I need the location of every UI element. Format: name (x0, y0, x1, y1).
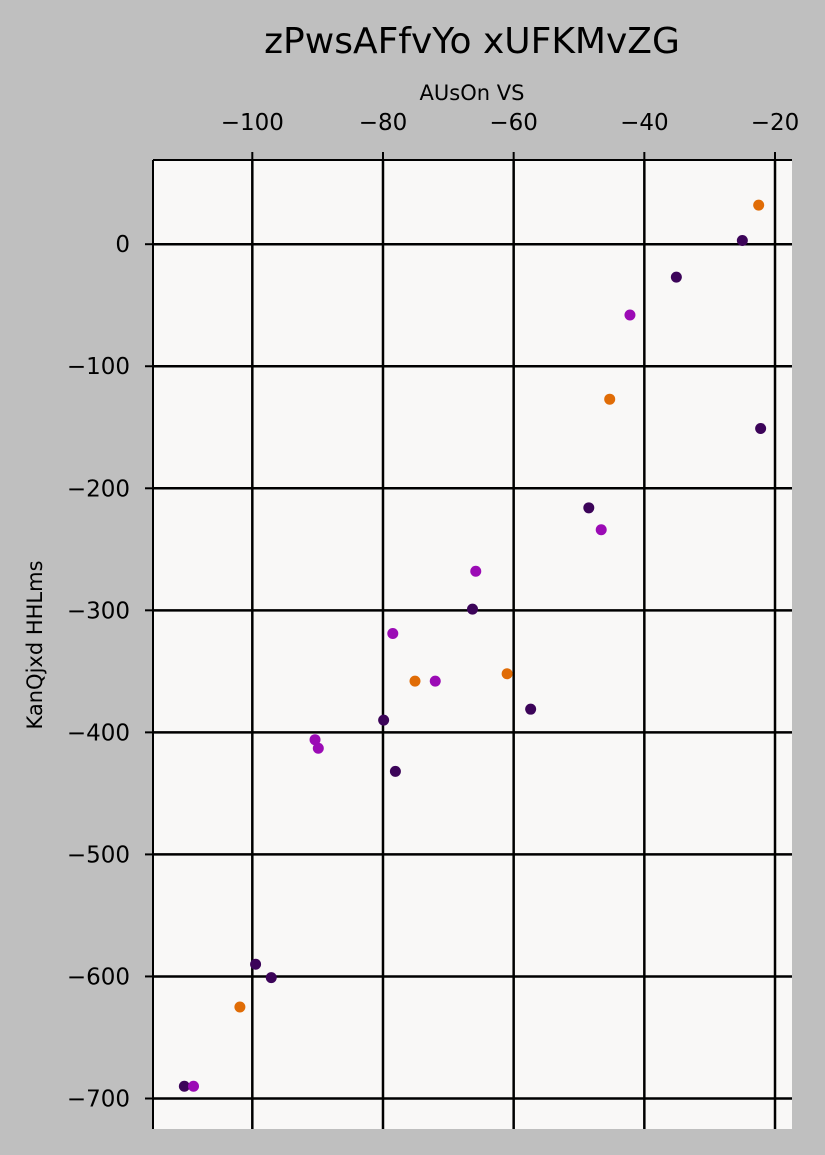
y-tick-label: −500 (67, 842, 130, 868)
data-point (753, 199, 765, 211)
tick-labels: −100 −80 −60 −40 −200−100−200−300−400−500−60… (67, 110, 799, 1112)
data-point (501, 668, 513, 680)
data-point (583, 502, 595, 514)
data-point (389, 765, 401, 777)
y-axis-label: KanQjxd HHLms (23, 560, 47, 729)
data-point (755, 422, 767, 434)
y-tick-label: 0 (115, 232, 130, 258)
x-tick-label: −20 (751, 110, 800, 136)
chart-title: zPwsAFfvYo xUFKMvZG (264, 21, 680, 62)
y-tick-label: −600 (67, 964, 130, 990)
data-point (470, 565, 482, 577)
y-tick-label: −100 (67, 354, 130, 380)
axes (152, 159, 792, 1129)
data-point (595, 524, 607, 536)
grid (153, 160, 792, 1129)
x-axis-label: AUsOn VS (420, 81, 525, 105)
data-point (387, 628, 399, 640)
data-point (467, 603, 478, 615)
data-point (250, 958, 262, 970)
data-point (234, 1001, 246, 1013)
x-tick-label: −80 (359, 110, 408, 136)
data-point (265, 972, 277, 984)
y-tick-label: −400 (67, 720, 130, 746)
data-point (409, 675, 421, 687)
y-tick-label: −300 (67, 598, 130, 624)
data-point (309, 734, 321, 746)
data-points (178, 199, 767, 1092)
data-point (525, 703, 537, 715)
data-point (312, 742, 324, 754)
data-point (429, 675, 441, 687)
data-point (670, 271, 682, 283)
data-point (188, 1080, 200, 1092)
data-point (624, 309, 636, 321)
data-point (604, 393, 616, 405)
data-point (178, 1080, 190, 1092)
data-point (736, 235, 748, 247)
x-tick-label: −60 (489, 110, 538, 136)
data-point (378, 714, 390, 726)
plot-area (153, 160, 792, 1129)
y-tick-label: −700 (67, 1086, 130, 1112)
y-tick-label: −200 (67, 476, 130, 502)
x-tick-label: −40 (620, 110, 669, 136)
x-tick-label: −100 (221, 110, 284, 136)
